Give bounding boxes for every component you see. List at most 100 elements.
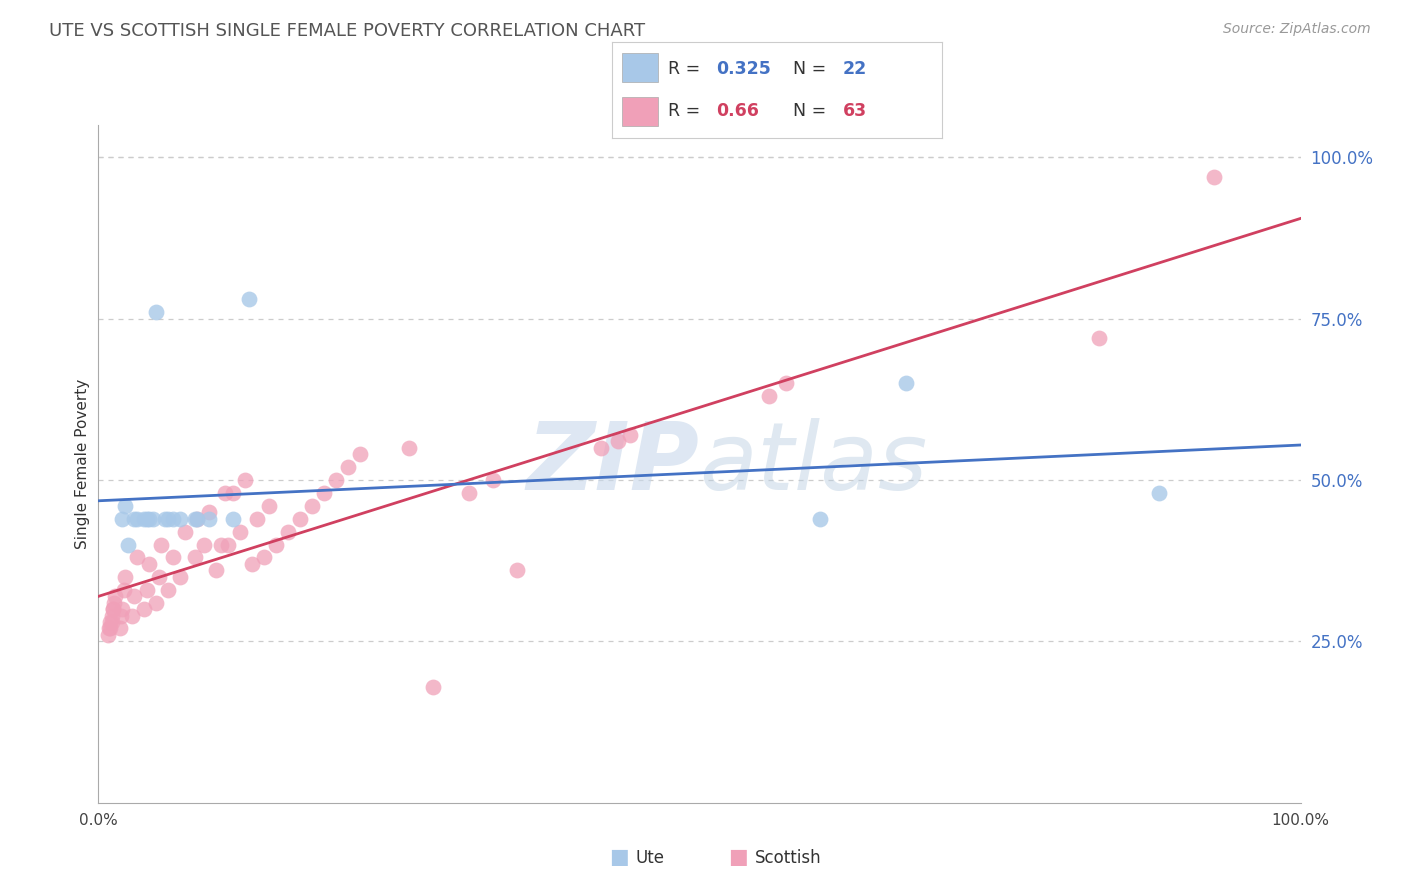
Point <box>125 550 148 565</box>
Point <box>125 512 148 526</box>
Text: UTE VS SCOTTISH SINGLE FEMALE POVERTY CORRELATION CHART: UTE VS SCOTTISH SINGLE FEMALE POVERTY CO… <box>49 22 645 40</box>
Text: ■: ■ <box>609 847 628 867</box>
Point <box>108 622 131 636</box>
Point <box>104 589 127 603</box>
Point <box>103 596 125 610</box>
Point <box>141 512 163 526</box>
Point <box>138 512 160 526</box>
Point <box>135 512 157 526</box>
Point <box>233 473 256 487</box>
Point <box>266 537 288 551</box>
Point <box>606 434 628 449</box>
Point <box>132 512 155 526</box>
Point <box>301 499 323 513</box>
Text: 63: 63 <box>844 103 868 120</box>
Point <box>100 615 122 629</box>
Point <box>111 512 134 526</box>
Point <box>101 602 124 616</box>
Text: R =: R = <box>668 60 706 78</box>
Point <box>1147 486 1170 500</box>
Point <box>100 615 122 629</box>
Point <box>186 512 208 526</box>
Point <box>100 622 122 636</box>
Point <box>198 512 221 526</box>
Text: R =: R = <box>668 103 706 120</box>
Point <box>138 557 160 571</box>
Point <box>186 512 208 526</box>
Point <box>209 537 232 551</box>
Point <box>758 389 780 403</box>
Point <box>808 512 831 526</box>
Point <box>481 473 503 487</box>
Point <box>222 512 245 526</box>
Point <box>238 292 260 306</box>
Point <box>337 460 360 475</box>
Point <box>229 524 252 539</box>
Point <box>100 608 122 623</box>
Point <box>111 602 134 616</box>
Point <box>174 524 197 539</box>
Point <box>132 602 155 616</box>
Point <box>148 570 170 584</box>
Point <box>149 537 172 551</box>
Point <box>217 537 239 551</box>
Point <box>422 680 444 694</box>
Point <box>135 582 157 597</box>
Point <box>506 563 529 577</box>
Point <box>183 512 205 526</box>
Point <box>314 486 336 500</box>
Point <box>619 427 641 442</box>
Point <box>1087 331 1109 345</box>
Point <box>153 512 176 526</box>
Point <box>290 512 312 526</box>
Text: Source: ZipAtlas.com: Source: ZipAtlas.com <box>1223 22 1371 37</box>
Text: Scottish: Scottish <box>755 849 821 867</box>
Point <box>114 499 136 513</box>
Point <box>198 505 221 519</box>
Point <box>183 550 205 565</box>
Bar <box>621 54 658 82</box>
Point <box>169 512 191 526</box>
Text: ■: ■ <box>728 847 748 867</box>
Point <box>124 589 146 603</box>
Point <box>162 512 184 526</box>
Point <box>157 582 180 597</box>
Point <box>222 486 245 500</box>
Point <box>121 608 143 623</box>
Point <box>112 582 135 597</box>
Point <box>457 486 479 500</box>
Point <box>124 512 146 526</box>
Point <box>349 447 371 461</box>
Point <box>240 557 263 571</box>
Point <box>193 537 215 551</box>
Point <box>114 570 136 584</box>
Text: 0.66: 0.66 <box>716 103 759 120</box>
Text: Ute: Ute <box>636 849 665 867</box>
Point <box>157 512 180 526</box>
Text: 0.325: 0.325 <box>716 60 770 78</box>
Text: 22: 22 <box>844 60 868 78</box>
Point <box>205 563 228 577</box>
Point <box>214 486 236 500</box>
Point <box>589 441 612 455</box>
Point <box>169 570 191 584</box>
Y-axis label: Single Female Poverty: Single Female Poverty <box>75 379 90 549</box>
Point <box>97 628 120 642</box>
Point <box>257 499 280 513</box>
Point <box>145 596 167 610</box>
Point <box>253 550 276 565</box>
Point <box>277 524 299 539</box>
Point <box>101 602 124 616</box>
Point <box>117 537 139 551</box>
Point <box>98 622 121 636</box>
Text: N =: N = <box>793 60 832 78</box>
Point <box>246 512 269 526</box>
Point <box>145 305 167 319</box>
Point <box>162 550 184 565</box>
Point <box>1202 169 1225 184</box>
Text: N =: N = <box>793 103 832 120</box>
Point <box>775 376 797 391</box>
Point <box>325 473 347 487</box>
Point <box>110 608 132 623</box>
Point <box>896 376 918 391</box>
